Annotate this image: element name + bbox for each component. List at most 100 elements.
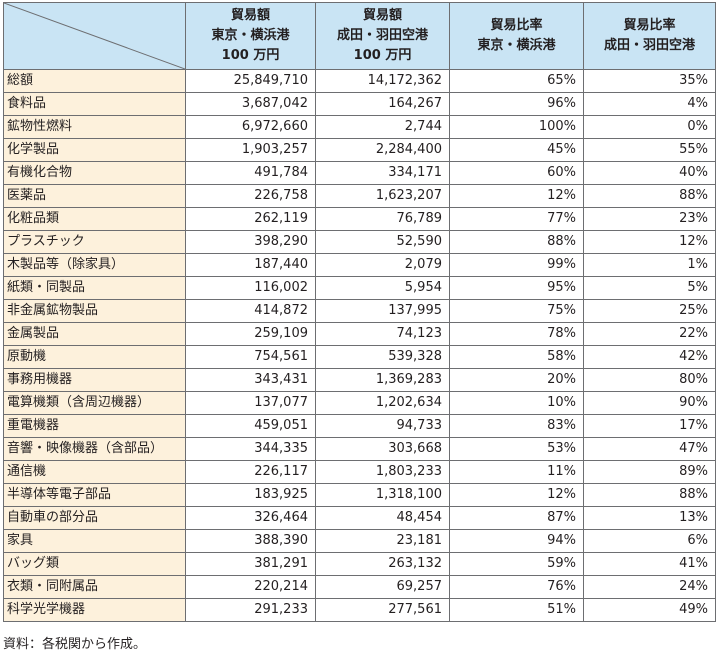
header-line: 貿易額 <box>362 8 402 23</box>
item-name-cell: 原動機 <box>3 345 186 369</box>
header-airport-ratio: 貿易比率 成田・羽田空港 <box>583 2 716 70</box>
port-value-cell: 187,440 <box>185 253 316 277</box>
item-name-cell: 衣類・同附属品 <box>3 575 186 599</box>
port-ratio-cell: 58% <box>449 345 584 369</box>
item-name-cell: 通信機 <box>3 460 186 484</box>
item-name-cell: バッグ類 <box>3 552 186 576</box>
airport-ratio-cell: 55% <box>583 138 716 162</box>
airport-value-cell: 1,318,100 <box>315 483 450 507</box>
port-ratio-cell: 95% <box>449 276 584 300</box>
airport-ratio-cell: 41% <box>583 552 716 576</box>
port-value-cell: 226,758 <box>185 184 316 208</box>
port-ratio-cell: 76% <box>449 575 584 599</box>
airport-ratio-cell: 49% <box>583 598 716 622</box>
item-name-cell: 食料品 <box>3 92 186 116</box>
table-row: 化学製品 1,903,257 2,284,400 45% 55% <box>3 138 716 162</box>
item-name-cell: 総額 <box>3 69 186 93</box>
header-port-value: 貿易額 東京・横浜港 100 万円 <box>185 2 316 70</box>
port-value-cell: 291,233 <box>185 598 316 622</box>
airport-value-cell: 137,995 <box>315 299 450 323</box>
port-value-cell: 381,291 <box>185 552 316 576</box>
item-name-cell: 医薬品 <box>3 184 186 208</box>
port-ratio-cell: 88% <box>449 230 584 254</box>
airport-value-cell: 48,454 <box>315 506 450 530</box>
airport-value-cell: 303,668 <box>315 437 450 461</box>
port-value-cell: 137,077 <box>185 391 316 415</box>
airport-value-cell: 263,132 <box>315 552 450 576</box>
header-airport-value: 貿易額 成田・羽田空港 100 万円 <box>315 2 450 70</box>
port-ratio-cell: 87% <box>449 506 584 530</box>
airport-value-cell: 5,954 <box>315 276 450 300</box>
table-row: 事務用機器 343,431 1,369,283 20% 80% <box>3 368 716 392</box>
table-row: 通信機 226,117 1,803,233 11% 89% <box>3 460 716 484</box>
airport-ratio-cell: 80% <box>583 368 716 392</box>
port-ratio-cell: 96% <box>449 92 584 116</box>
item-name-cell: プラスチック <box>3 230 186 254</box>
item-name-cell: 有機化合物 <box>3 161 186 185</box>
item-name-cell: 半導体等電子部品 <box>3 483 186 507</box>
airport-ratio-cell: 13% <box>583 506 716 530</box>
airport-ratio-cell: 22% <box>583 322 716 346</box>
port-value-cell: 388,390 <box>185 529 316 553</box>
airport-ratio-cell: 4% <box>583 92 716 116</box>
airport-value-cell: 94,733 <box>315 414 450 438</box>
table-row: 重電機器 459,051 94,733 83% 17% <box>3 414 716 438</box>
port-value-cell: 754,561 <box>185 345 316 369</box>
port-value-cell: 259,109 <box>185 322 316 346</box>
header-port-ratio: 貿易比率 東京・横浜港 <box>449 2 584 70</box>
table-header: 貿易額 東京・横浜港 100 万円 貿易額 成田・羽田空港 100 万円 貿易比… <box>3 2 716 70</box>
table-row: 木製品等（除家具） 187,440 2,079 99% 1% <box>3 253 716 277</box>
airport-value-cell: 2,744 <box>315 115 450 139</box>
header-line: 貿易比率 <box>623 18 676 33</box>
airport-ratio-cell: 88% <box>583 184 716 208</box>
airport-ratio-cell: 40% <box>583 161 716 185</box>
airport-value-cell: 164,267 <box>315 92 450 116</box>
port-ratio-cell: 99% <box>449 253 584 277</box>
item-name-cell: 事務用機器 <box>3 368 186 392</box>
header-line: 成田・羽田空港 <box>603 38 695 53</box>
item-name-cell: 科学光学機器 <box>3 598 186 622</box>
port-ratio-cell: 51% <box>449 598 584 622</box>
airport-ratio-cell: 35% <box>583 69 716 93</box>
airport-value-cell: 2,079 <box>315 253 450 277</box>
port-value-cell: 459,051 <box>185 414 316 438</box>
airport-value-cell: 1,803,233 <box>315 460 450 484</box>
port-value-cell: 3,687,042 <box>185 92 316 116</box>
table-row: 電算機類（含周辺機器） 137,077 1,202,634 10% 90% <box>3 391 716 415</box>
item-name-cell: 金属製品 <box>3 322 186 346</box>
table-body: 総額 25,849,710 14,172,362 65% 35% 食料品 3,687,042… <box>3 69 716 622</box>
item-name-cell: 化粧品類 <box>3 207 186 231</box>
airport-ratio-cell: 42% <box>583 345 716 369</box>
port-ratio-cell: 12% <box>449 184 584 208</box>
port-value-cell: 414,872 <box>185 299 316 323</box>
port-value-cell: 344,335 <box>185 437 316 461</box>
header-corner-cell <box>3 2 186 70</box>
header-line: 貿易額 <box>230 8 270 23</box>
table-row: 半導体等電子部品 183,925 1,318,100 12% 88% <box>3 483 716 507</box>
airport-ratio-cell: 17% <box>583 414 716 438</box>
item-name-cell: 化学製品 <box>3 138 186 162</box>
port-ratio-cell: 75% <box>449 299 584 323</box>
airport-ratio-cell: 25% <box>583 299 716 323</box>
item-name-cell: 電算機類（含周辺機器） <box>3 391 186 415</box>
table-row: 総額 25,849,710 14,172,362 65% 35% <box>3 69 716 93</box>
port-ratio-cell: 11% <box>449 460 584 484</box>
table-row: 医薬品 226,758 1,623,207 12% 88% <box>3 184 716 208</box>
header-line: 東京・横浜港 <box>211 28 290 43</box>
airport-value-cell: 69,257 <box>315 575 450 599</box>
airport-value-cell: 52,590 <box>315 230 450 254</box>
header-line: 100 万円 <box>221 48 280 63</box>
port-value-cell: 183,925 <box>185 483 316 507</box>
airport-value-cell: 74,123 <box>315 322 450 346</box>
table-row: 化粧品類 262,119 76,789 77% 23% <box>3 207 716 231</box>
item-name-cell: 紙類・同製品 <box>3 276 186 300</box>
airport-value-cell: 334,171 <box>315 161 450 185</box>
airport-ratio-cell: 12% <box>583 230 716 254</box>
diagonal-divider <box>4 3 185 69</box>
port-ratio-cell: 45% <box>449 138 584 162</box>
airport-ratio-cell: 90% <box>583 391 716 415</box>
port-value-cell: 491,784 <box>185 161 316 185</box>
port-ratio-cell: 78% <box>449 322 584 346</box>
port-ratio-cell: 10% <box>449 391 584 415</box>
